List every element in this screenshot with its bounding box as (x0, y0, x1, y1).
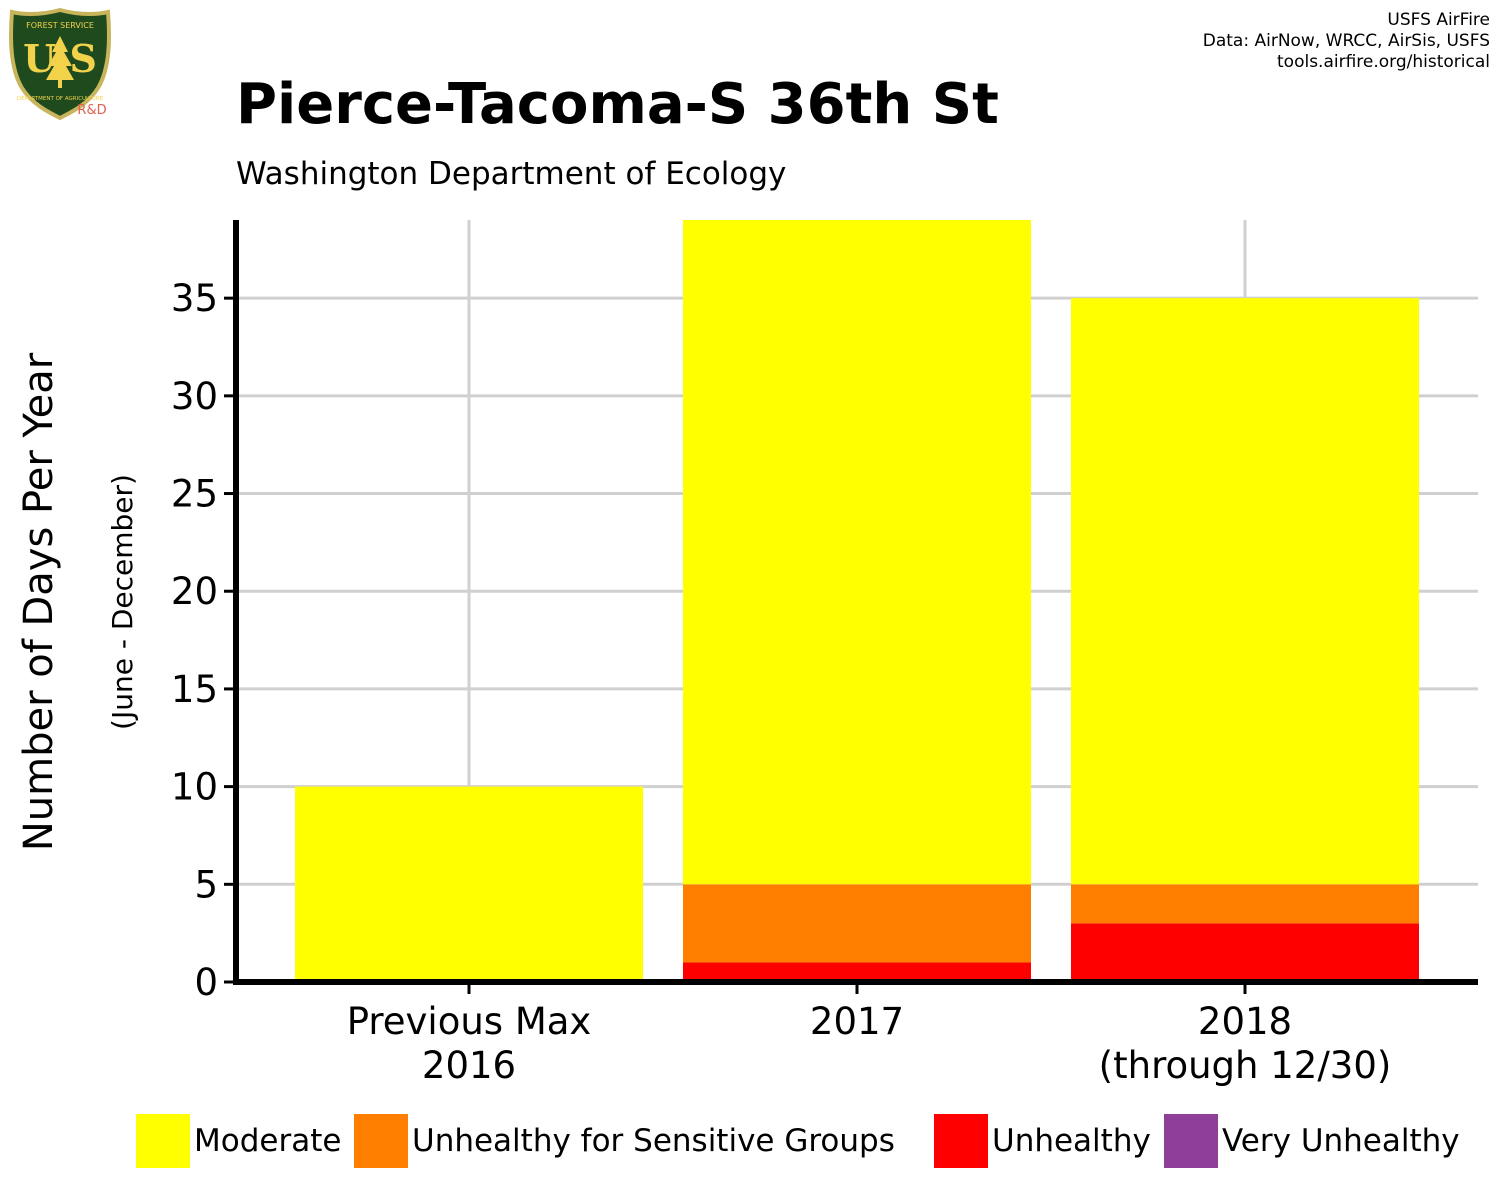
logo-top-text: FOREST SERVICE (26, 21, 94, 30)
bars (295, 220, 1419, 982)
y-tick-label: 30 (171, 375, 218, 418)
credit-line-3: tools.airfire.org/historical (1277, 52, 1490, 72)
legend-key (136, 1114, 190, 1168)
legend-key (354, 1114, 408, 1168)
y-tick-label: 25 (171, 473, 218, 516)
y-axis-sublabel: (June - December) (106, 474, 139, 730)
bar-segment (1071, 923, 1419, 982)
bar-segment (683, 884, 1031, 963)
y-tick-label: 15 (171, 668, 218, 711)
legend-label: Unhealthy for Sensitive Groups (412, 1123, 895, 1159)
x-tick-label: 2016 (422, 1044, 516, 1087)
y-tick-label: 35 (171, 277, 218, 320)
bar-segment (295, 786, 643, 982)
chart-title: Pierce-Tacoma-S 36th St (236, 72, 999, 137)
bar-segment (1071, 884, 1419, 924)
logo-bottom-text: DEPARTMENT OF AGRICULTURE (17, 96, 104, 102)
tree-icon (46, 36, 74, 88)
chart-subtitle: Washington Department of Ecology (236, 156, 787, 192)
y-tick-label: 0 (194, 961, 218, 1004)
logo-tag: R&D (77, 103, 106, 118)
x-tick-label: 2017 (810, 1000, 904, 1043)
credits: USFS AirFire Data: AirNow, WRCC, AirSis,… (1203, 10, 1490, 73)
y-tick-label: 5 (194, 863, 218, 906)
legend: Moderate Unhealthy for Sensitive Groups Un… (0, 1114, 1500, 1168)
y-axis-label: Number of Days Per Year (16, 352, 62, 851)
legend-key (1164, 1114, 1218, 1168)
legend-label: Unhealthy (992, 1123, 1151, 1159)
legend-item: Unhealthy for Sensitive Groups (354, 1114, 895, 1168)
credit-line-1: USFS AirFire (1387, 10, 1490, 30)
legend-label: Moderate (194, 1123, 342, 1159)
legend-key (934, 1114, 988, 1168)
legend-item: Unhealthy (934, 1114, 1151, 1168)
credit-line-2: Data: AirNow, WRCC, AirSis, USFS (1202, 31, 1490, 51)
y-tick-label: 10 (171, 766, 218, 809)
usfs-shield-icon: FOREST SERVICE U S DEPARTMENT OF AGRICUL… (9, 8, 111, 120)
y-ticks: 0 5 10 15 20 25 30 35 (171, 277, 236, 1004)
x-tick-label: (through 12/30) (1099, 1044, 1392, 1087)
legend-item: Moderate (136, 1114, 341, 1168)
legend-label: Very Unhealthy (1222, 1123, 1460, 1159)
x-tick-label: Previous Max (347, 1000, 592, 1043)
bar-segment (1071, 298, 1419, 885)
legend-item: Very Unhealthy (1164, 1114, 1460, 1168)
bar-segment (683, 962, 1031, 982)
x-tick-label: 2018 (1198, 1000, 1292, 1043)
y-tick-label: 20 (171, 570, 218, 613)
bar-segment (683, 220, 1031, 885)
